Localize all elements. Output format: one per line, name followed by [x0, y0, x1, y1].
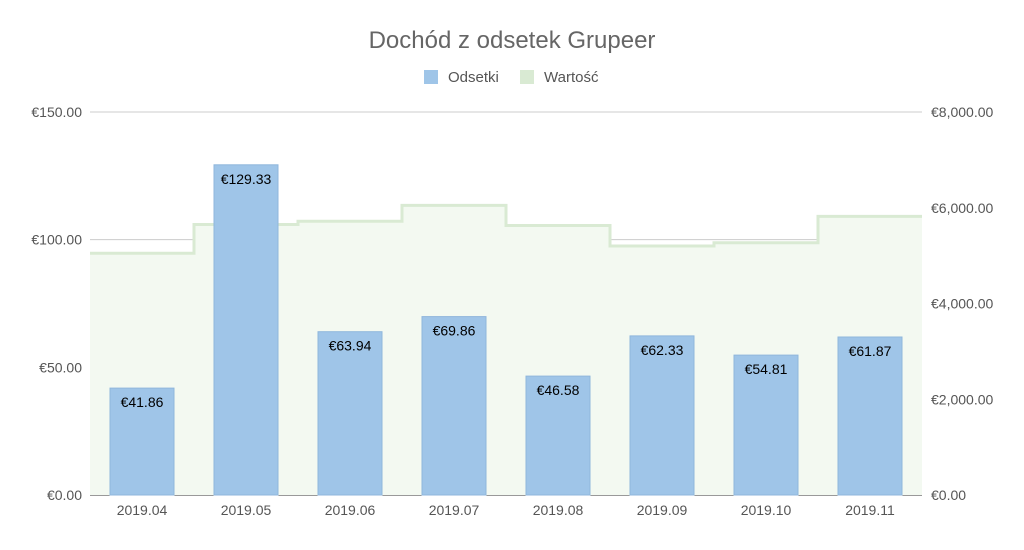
- bar-value-label: €62.33: [641, 342, 684, 358]
- bar-odsetki-2019.04: [109, 387, 175, 496]
- x-tick-label: 2019.05: [221, 502, 272, 518]
- bar-value-label: €61.87: [849, 343, 892, 359]
- x-tick-label: 2019.04: [117, 502, 168, 518]
- y-left-tick-label: €0.00: [47, 487, 82, 503]
- x-tick-label: 2019.09: [637, 502, 688, 518]
- y-right-tick-label: €8,000.00: [931, 104, 993, 120]
- legend-swatch-wartosc: [520, 70, 534, 84]
- bar-odsetki-2019.09: [629, 335, 695, 496]
- bar-odsetki-2019.08: [525, 375, 591, 496]
- legend-swatch-odsetki: [424, 70, 438, 84]
- bar-odsetki-2019.10: [733, 354, 799, 496]
- y-right-tick-label: €6,000.00: [931, 200, 993, 216]
- bar-value-label: €41.86: [121, 394, 164, 410]
- bars: [109, 164, 903, 496]
- y-left-tick-label: €150.00: [31, 104, 82, 120]
- legend-label-odsetki: Odsetki: [448, 69, 499, 86]
- x-tick-label: 2019.08: [533, 502, 584, 518]
- bar-value-label: €69.86: [433, 323, 476, 339]
- y-right-tick-label: €4,000.00: [931, 296, 993, 312]
- bar-value-label: €63.94: [329, 338, 372, 354]
- y-axis-left: €0.00 €50.00 €100.00 €150.00: [31, 104, 82, 503]
- area-fill-wartosc: [90, 205, 922, 495]
- y-left-tick-label: €50.00: [39, 359, 82, 375]
- y-left-tick-label: €100.00: [31, 232, 82, 248]
- bar-odsetki-2019.05: [213, 164, 279, 496]
- chart-title: Dochód z odsetek Grupeer: [369, 27, 656, 54]
- bar-labels: €41.86 €129.33 €63.94 €69.86 €46.58 €62.33 €54…: [121, 171, 892, 410]
- bar-odsetki-2019.06: [317, 331, 383, 496]
- x-tick-label: 2019.07: [429, 502, 480, 518]
- x-tick-label: 2019.10: [741, 502, 792, 518]
- y-right-tick-label: €2,000.00: [931, 391, 993, 407]
- legend-label-wartosc: Wartość: [544, 69, 599, 86]
- y-axis-right: €0.00 €2,000.00 €4,000.00 €6,000.00 €8,000.0…: [931, 104, 993, 503]
- bar-odsetki-2019.07: [421, 316, 487, 496]
- x-axis: 2019.04 2019.05 2019.06 2019.07 2019.08 2019.…: [117, 502, 895, 518]
- bar-value-label: €54.81: [745, 361, 788, 377]
- bar-value-label: €129.33: [221, 171, 272, 187]
- y-right-tick-label: €0.00: [931, 487, 966, 503]
- bar-odsetki-2019.11: [837, 336, 903, 496]
- legend: Odsetki Wartość: [424, 69, 599, 86]
- bar-value-label: €46.58: [537, 382, 580, 398]
- x-tick-label: 2019.06: [325, 502, 376, 518]
- x-tick-label: 2019.11: [845, 502, 895, 518]
